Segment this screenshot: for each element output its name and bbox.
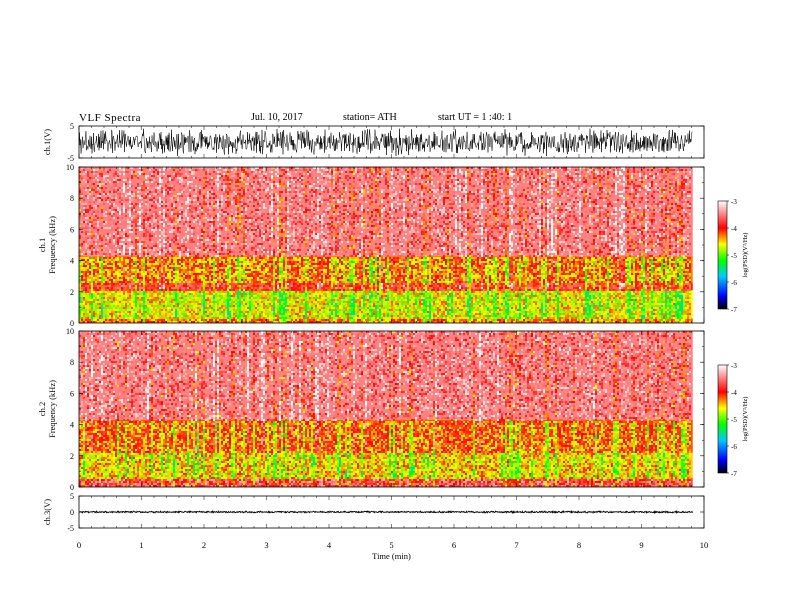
- ch3-waveform-xtick-label-1: 1: [139, 540, 143, 550]
- ch2-spectrogram-colorbar-title: log(PSD)(V²/Hz): [742, 397, 749, 442]
- ch1-spectrogram-plot-area: [79, 167, 693, 323]
- ch1-waveform-ytick-label-0: 5: [70, 122, 74, 131]
- ch3-waveform-xtick-label-6: 6: [452, 540, 456, 550]
- ch3-waveform-xtick-label-9: 9: [639, 540, 643, 550]
- ch1-waveform-plot-area: [79, 128, 693, 157]
- ch3-waveform-xtick-label-3: 3: [264, 540, 268, 550]
- ch1-spectrogram-colorbar-label-4: -7: [731, 306, 737, 314]
- ch2-spectrogram-texture: [79, 331, 691, 487]
- ch2-spectrogram-ytick-label-0: 0: [70, 483, 74, 492]
- ch1-spectrogram-texture: [79, 167, 691, 323]
- ch1-spectrogram-colorbar-label-1: -4: [731, 225, 737, 233]
- ch2-spectrogram-ytick-label-5: 10: [66, 327, 74, 336]
- header-date: Jul. 10, 2017: [251, 112, 303, 123]
- ch2-spectrogram-ytick-label-2: 4: [70, 421, 74, 430]
- ch2-spectrogram-colorbar-label-1: -4: [731, 389, 737, 397]
- ch2-spectrogram-ytick-label-4: 8: [70, 358, 74, 367]
- ch1-spectrogram-colorbar-label-2: -5: [731, 252, 737, 260]
- ch2-spectrogram-colorbar-label-3: -6: [731, 443, 737, 451]
- ch1-spectrogram-ytick-label-0: 0: [70, 319, 74, 328]
- ch3-waveform-ytick-label-2: -5: [67, 524, 74, 533]
- ch3-waveform-xtick-label-10: 10: [700, 540, 709, 550]
- ch1-spectrogram-ytick-label-4: 8: [70, 194, 74, 203]
- ch1-spectrogram-ytick-label-3: 6: [70, 225, 74, 234]
- ch2-spectrogram-ylabel-0: ch.2: [37, 402, 47, 416]
- ch1-spectrogram-ytick-label-5: 10: [66, 163, 74, 172]
- ch1-waveform-trace: [79, 128, 693, 157]
- ch2-spectrogram-ytick-label-3: 6: [70, 389, 74, 398]
- ch2-spectrogram-colorbar-label-4: -7: [731, 470, 737, 478]
- ch2-spectrogram-ytick-label-1: 2: [70, 452, 74, 461]
- ch2-spectrogram-colorbar-label-2: -5: [731, 416, 737, 424]
- ch2-spectrogram-colorbar-label-0: -3: [731, 362, 737, 370]
- ch1-spectrogram-ytick-label-1: 2: [70, 288, 74, 297]
- ch3-waveform-xtick-label-2: 2: [202, 540, 206, 550]
- ch1-spectrogram-colorbar-label-0: -3: [731, 198, 737, 206]
- ch3-waveform-xtick-label-8: 8: [577, 540, 581, 550]
- ch1-spectrogram-ylabel-0: ch.1: [37, 238, 47, 252]
- ch3-waveform-xtick-label-7: 7: [514, 540, 518, 550]
- ch3-waveform-xtick-label-5: 5: [389, 540, 393, 550]
- ch3-waveform-plot-area: [79, 509, 693, 515]
- ch3-waveform-ylabel-0: ch.3(V): [42, 499, 52, 525]
- chart-title: VLF Spectra: [79, 112, 141, 124]
- ch2-spectrogram-colorbar: [717, 364, 728, 474]
- ch3-waveform-ytick-label-0: 5: [70, 492, 74, 501]
- ch2-spectrogram-plot-area: [79, 331, 693, 487]
- ch3-waveform-xlabel: Time (min): [372, 551, 411, 561]
- ch2-spectrogram-ylabel-1: Frequency (kHz): [47, 380, 57, 438]
- ch1-spectrogram-colorbar: [717, 200, 728, 310]
- ch1-spectrogram-colorbar-label-3: -6: [731, 279, 737, 287]
- header-station: station= ATH: [343, 112, 397, 123]
- ch1-spectrogram-ylabel-1: Frequency (kHz): [47, 216, 57, 274]
- ch1-spectrogram-ytick-label-2: 4: [70, 257, 74, 266]
- ch3-waveform-trace: [79, 509, 693, 515]
- ch1-waveform-ytick-label-1: -5: [67, 154, 74, 163]
- ch3-waveform-xtick-label-0: 0: [77, 540, 81, 550]
- ch1-waveform-ylabel-0: ch.1(V): [42, 129, 52, 155]
- header-start-time: start UT = 1 :40: 1: [438, 112, 512, 123]
- ch3-waveform-ytick-label-1: 0: [70, 508, 74, 517]
- ch3-waveform-xtick-label-4: 4: [327, 540, 332, 550]
- ch1-spectrogram-colorbar-title: log(PSD)(V²/Hz): [742, 233, 749, 278]
